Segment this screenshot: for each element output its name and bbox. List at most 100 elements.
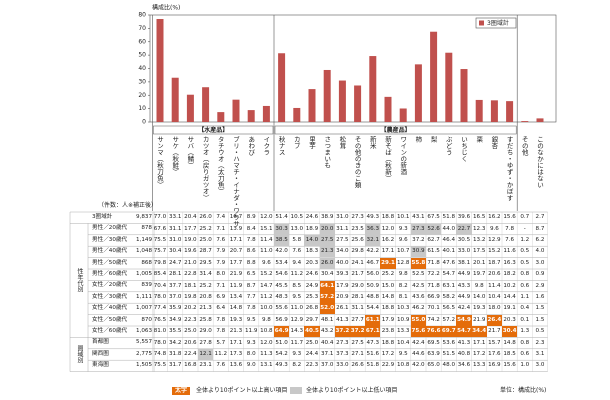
table-cell: 31.1: [336, 225, 349, 232]
table-cell: 12.3: [472, 225, 486, 232]
table-cell: 29.5: [199, 259, 212, 266]
table-cell: 25.0: [184, 328, 197, 335]
table-cell: 30.5: [457, 237, 471, 243]
category-label: 里芋: [307, 136, 316, 149]
bar: [490, 100, 498, 122]
table-cell: 43.3: [457, 282, 471, 289]
row-count: 1,007: [135, 305, 152, 312]
table-cell: 7.9: [216, 259, 226, 266]
table-cell: 61.5: [427, 248, 440, 255]
table-cell: 11.0: [290, 305, 304, 312]
row-label: 男性／60歳代: [92, 271, 128, 277]
table-cell: 1.3: [520, 328, 530, 335]
table-cell: 85.4: [153, 271, 167, 278]
table-cell: 0.7: [520, 214, 530, 221]
table-cell: 12.1: [198, 349, 214, 360]
table-cell: 51.6: [366, 351, 380, 357]
table-cell: 53.6: [442, 339, 456, 346]
bar: [399, 108, 407, 122]
table-cell: 67.1: [365, 326, 381, 338]
table-cell: 71.8: [427, 259, 440, 266]
table-cell: 6.4: [216, 305, 226, 312]
category-label: タチウオ（太刀魚）: [216, 136, 225, 195]
table-cell: 51.8: [366, 362, 380, 369]
table-cell: 11.2: [260, 294, 273, 300]
table-cell: 7.7: [246, 294, 256, 300]
table-cell: 23.1: [199, 362, 212, 369]
bar: [414, 64, 422, 122]
table-cell: 17.2: [472, 351, 486, 357]
table-cell: 40.0: [336, 259, 349, 266]
table-cell: 0.5: [520, 248, 530, 255]
high-mark: 太字: [172, 387, 191, 395]
table-cell: 15.2: [488, 248, 501, 255]
table-cell: 13.9: [229, 225, 243, 232]
table-cell: 18.9: [305, 225, 319, 232]
table-cell: 15.0: [381, 282, 395, 289]
table-cell: 40.1: [442, 248, 456, 255]
table-cell: 36.3: [365, 223, 381, 235]
bar: [506, 101, 514, 122]
category-label: 梨: [429, 136, 438, 143]
table-cell: 1.2: [520, 237, 530, 243]
category-label: カブ: [292, 136, 301, 149]
table-cell: 10.4: [396, 339, 410, 346]
table-cell: 7.8: [216, 328, 226, 335]
table-cell: 18.8: [381, 305, 395, 312]
table-cell: 44.6: [412, 351, 425, 357]
low-legend: 全体より10ポイント以上低い項目: [306, 387, 398, 394]
table-cell: 62.7: [427, 237, 440, 243]
table-cell: 72.2: [427, 271, 440, 278]
table-cell: 10.5: [290, 214, 304, 221]
table-cell: 25.2: [199, 225, 212, 232]
table-cell: 65.0: [427, 362, 440, 369]
category-label: イクラ: [261, 136, 270, 156]
table-cell: 49.3: [275, 362, 288, 369]
table-cell: 22.3: [305, 362, 319, 369]
table-cell: 9.3: [292, 351, 302, 357]
table-cell: 13.2: [472, 237, 486, 243]
bar: [475, 99, 483, 122]
table-cell: 14.8: [381, 294, 395, 300]
table-cell: 24.6: [305, 214, 319, 221]
table-cell: 25.6: [351, 237, 364, 243]
table-cell: 12.9: [488, 237, 501, 243]
table-cell: 8.2: [292, 362, 302, 369]
table-cell: 26.0: [319, 257, 335, 269]
y-tick-label: 60: [138, 38, 146, 45]
table-cell: 9.3: [398, 225, 408, 232]
table-cell: 15.6: [503, 214, 516, 221]
table-cell: 28.7: [199, 248, 212, 255]
table-cell: 48.1: [320, 316, 334, 323]
group-header: [274, 125, 517, 135]
table-cell: 51.5: [442, 351, 456, 357]
y-tick-label: 70: [138, 25, 146, 32]
table-cell: 49.3: [366, 214, 380, 221]
table-cell: 42.0: [275, 248, 288, 255]
table-cell: 57.2: [319, 292, 335, 303]
table-cell: 51.8: [442, 214, 456, 221]
table-cell: 9.6: [261, 259, 271, 266]
table-cell: 22.3: [184, 316, 197, 323]
table-cell: 27.3: [351, 214, 364, 221]
category-label: その他のきのこ類: [353, 136, 362, 188]
table-cell: 37.2: [412, 237, 425, 243]
category-label: すだち・ゆず・かぼす: [505, 136, 514, 201]
table-cell: 27.5: [351, 339, 364, 346]
table-cell: 20.6: [184, 339, 197, 346]
section-label: 性年代別: [76, 268, 83, 293]
table-cell: 42.5: [412, 282, 425, 289]
table-cell: 25.0: [305, 339, 319, 346]
table-cell: 55.8: [410, 257, 426, 269]
table-cell: 29.8: [351, 248, 364, 255]
table-cell: 7.8: [246, 237, 256, 243]
row-count: 1,505: [135, 362, 152, 369]
high-legend: 全体より10ポイント以上高い項目: [196, 387, 288, 394]
table-cell: 42.2: [366, 248, 380, 255]
table-cell: 20.4: [184, 214, 197, 221]
table-cell: 16.3: [503, 259, 516, 266]
table-cell: 35.5: [168, 328, 182, 335]
table-cell: 29.0: [351, 282, 364, 289]
row-label: 女性／40歳代: [92, 305, 128, 312]
table-cell: 61.1: [365, 314, 381, 326]
